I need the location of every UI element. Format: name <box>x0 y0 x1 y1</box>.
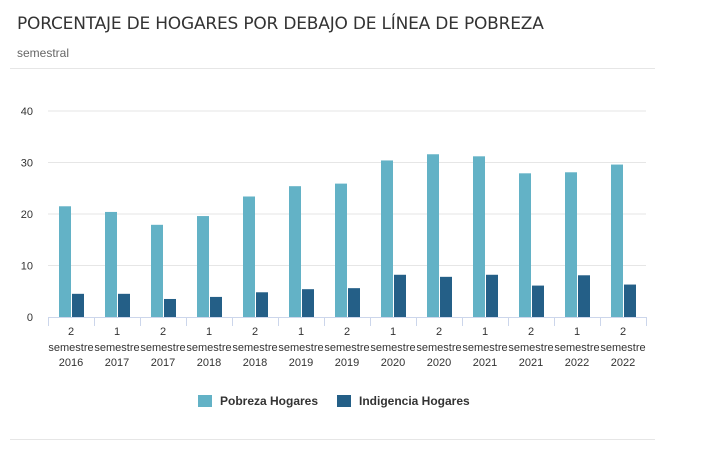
x-tick-label: 2020 <box>381 357 405 369</box>
legend-label[interactable]: Pobreza Hogares <box>220 394 318 408</box>
legend-swatch[interactable] <box>198 395 212 407</box>
x-tick-label: 2018 <box>243 357 267 369</box>
x-tick-label: 2 <box>436 326 442 338</box>
x-tick-label: 2016 <box>59 357 83 369</box>
bar-pobreza[interactable] <box>519 173 531 317</box>
x-tick-label: 2021 <box>473 357 497 369</box>
y-tick-label: 0 <box>27 312 33 324</box>
x-tick-label: 2021 <box>519 357 543 369</box>
chart-subtitle: semestral <box>17 46 70 60</box>
y-tick-label: 40 <box>21 106 33 118</box>
x-tick-label: semestre <box>94 342 139 354</box>
x-tick-label: 1 <box>482 326 488 338</box>
bar-indigencia[interactable] <box>118 293 130 317</box>
x-tick-label: 2020 <box>427 357 451 369</box>
bar-pobreza[interactable] <box>335 183 347 317</box>
x-tick-label: 2017 <box>151 357 175 369</box>
bar-pobreza[interactable] <box>151 224 163 317</box>
x-tick-label: semestre <box>462 342 507 354</box>
legend-swatch[interactable] <box>337 395 351 407</box>
x-tick-label: semestre <box>554 342 599 354</box>
x-tick-label: semestre <box>232 342 277 354</box>
bar-indigencia[interactable] <box>532 285 544 317</box>
x-tick-label: 2022 <box>611 357 635 369</box>
x-tick-label: 1 <box>114 326 120 338</box>
x-tick-label: semestre <box>186 342 231 354</box>
bar-indigencia[interactable] <box>302 289 314 317</box>
y-tick-label: 10 <box>21 261 33 273</box>
x-tick-label: 1 <box>390 326 396 338</box>
bar-indigencia[interactable] <box>348 288 360 317</box>
bar-indigencia[interactable] <box>164 298 176 317</box>
x-tick-label: semestre <box>416 342 461 354</box>
bar-pobreza[interactable] <box>243 196 255 317</box>
x-tick-label: 2 <box>620 326 626 338</box>
y-tick-label: 20 <box>21 209 33 221</box>
x-tick-label: 2 <box>68 326 74 338</box>
bar-pobreza[interactable] <box>611 164 623 317</box>
footer-divider <box>10 439 655 440</box>
bar-pobreza[interactable] <box>427 154 439 317</box>
bar-pobreza[interactable] <box>565 172 577 317</box>
bar-indigencia[interactable] <box>624 284 636 317</box>
x-tick-label: 2019 <box>289 357 313 369</box>
bar-pobreza[interactable] <box>381 160 393 317</box>
bar-indigencia[interactable] <box>578 275 590 317</box>
header-divider <box>10 68 655 69</box>
x-tick-label: 2 <box>344 326 350 338</box>
x-tick-label: semestre <box>370 342 415 354</box>
bar-indigencia[interactable] <box>72 293 84 317</box>
x-tick-label: 2018 <box>197 357 221 369</box>
x-tick-label: 2019 <box>335 357 359 369</box>
bar-indigencia[interactable] <box>394 274 406 317</box>
x-tick-label: 1 <box>206 326 212 338</box>
x-tick-label: 1 <box>574 326 580 338</box>
bar-pobreza[interactable] <box>105 211 117 317</box>
chart-title: PORCENTAJE DE HOGARES POR DEBAJO DE LÍNE… <box>17 14 544 34</box>
bar-pobreza[interactable] <box>59 206 71 317</box>
bar-pobreza[interactable] <box>473 156 485 317</box>
x-tick-label: semestre <box>600 342 645 354</box>
x-tick-label: 2 <box>160 326 166 338</box>
bar-pobreza[interactable] <box>289 186 301 317</box>
x-tick-label: 1 <box>298 326 304 338</box>
bar-indigencia[interactable] <box>210 296 222 317</box>
y-tick-label: 30 <box>21 158 33 170</box>
x-tick-label: 2 <box>252 326 258 338</box>
x-tick-label: semestre <box>278 342 323 354</box>
bar-indigencia[interactable] <box>256 292 268 317</box>
bar-pobreza[interactable] <box>197 216 209 317</box>
bar-indigencia[interactable] <box>440 276 452 317</box>
x-tick-label: semestre <box>48 342 93 354</box>
x-tick-label: semestre <box>508 342 553 354</box>
x-tick-label: semestre <box>324 342 369 354</box>
x-tick-label: semestre <box>140 342 185 354</box>
x-tick-label: 2 <box>528 326 534 338</box>
x-tick-label: 2017 <box>105 357 129 369</box>
legend-label[interactable]: Indigencia Hogares <box>359 394 470 408</box>
x-tick-label: 2022 <box>565 357 589 369</box>
bar-indigencia[interactable] <box>486 274 498 317</box>
